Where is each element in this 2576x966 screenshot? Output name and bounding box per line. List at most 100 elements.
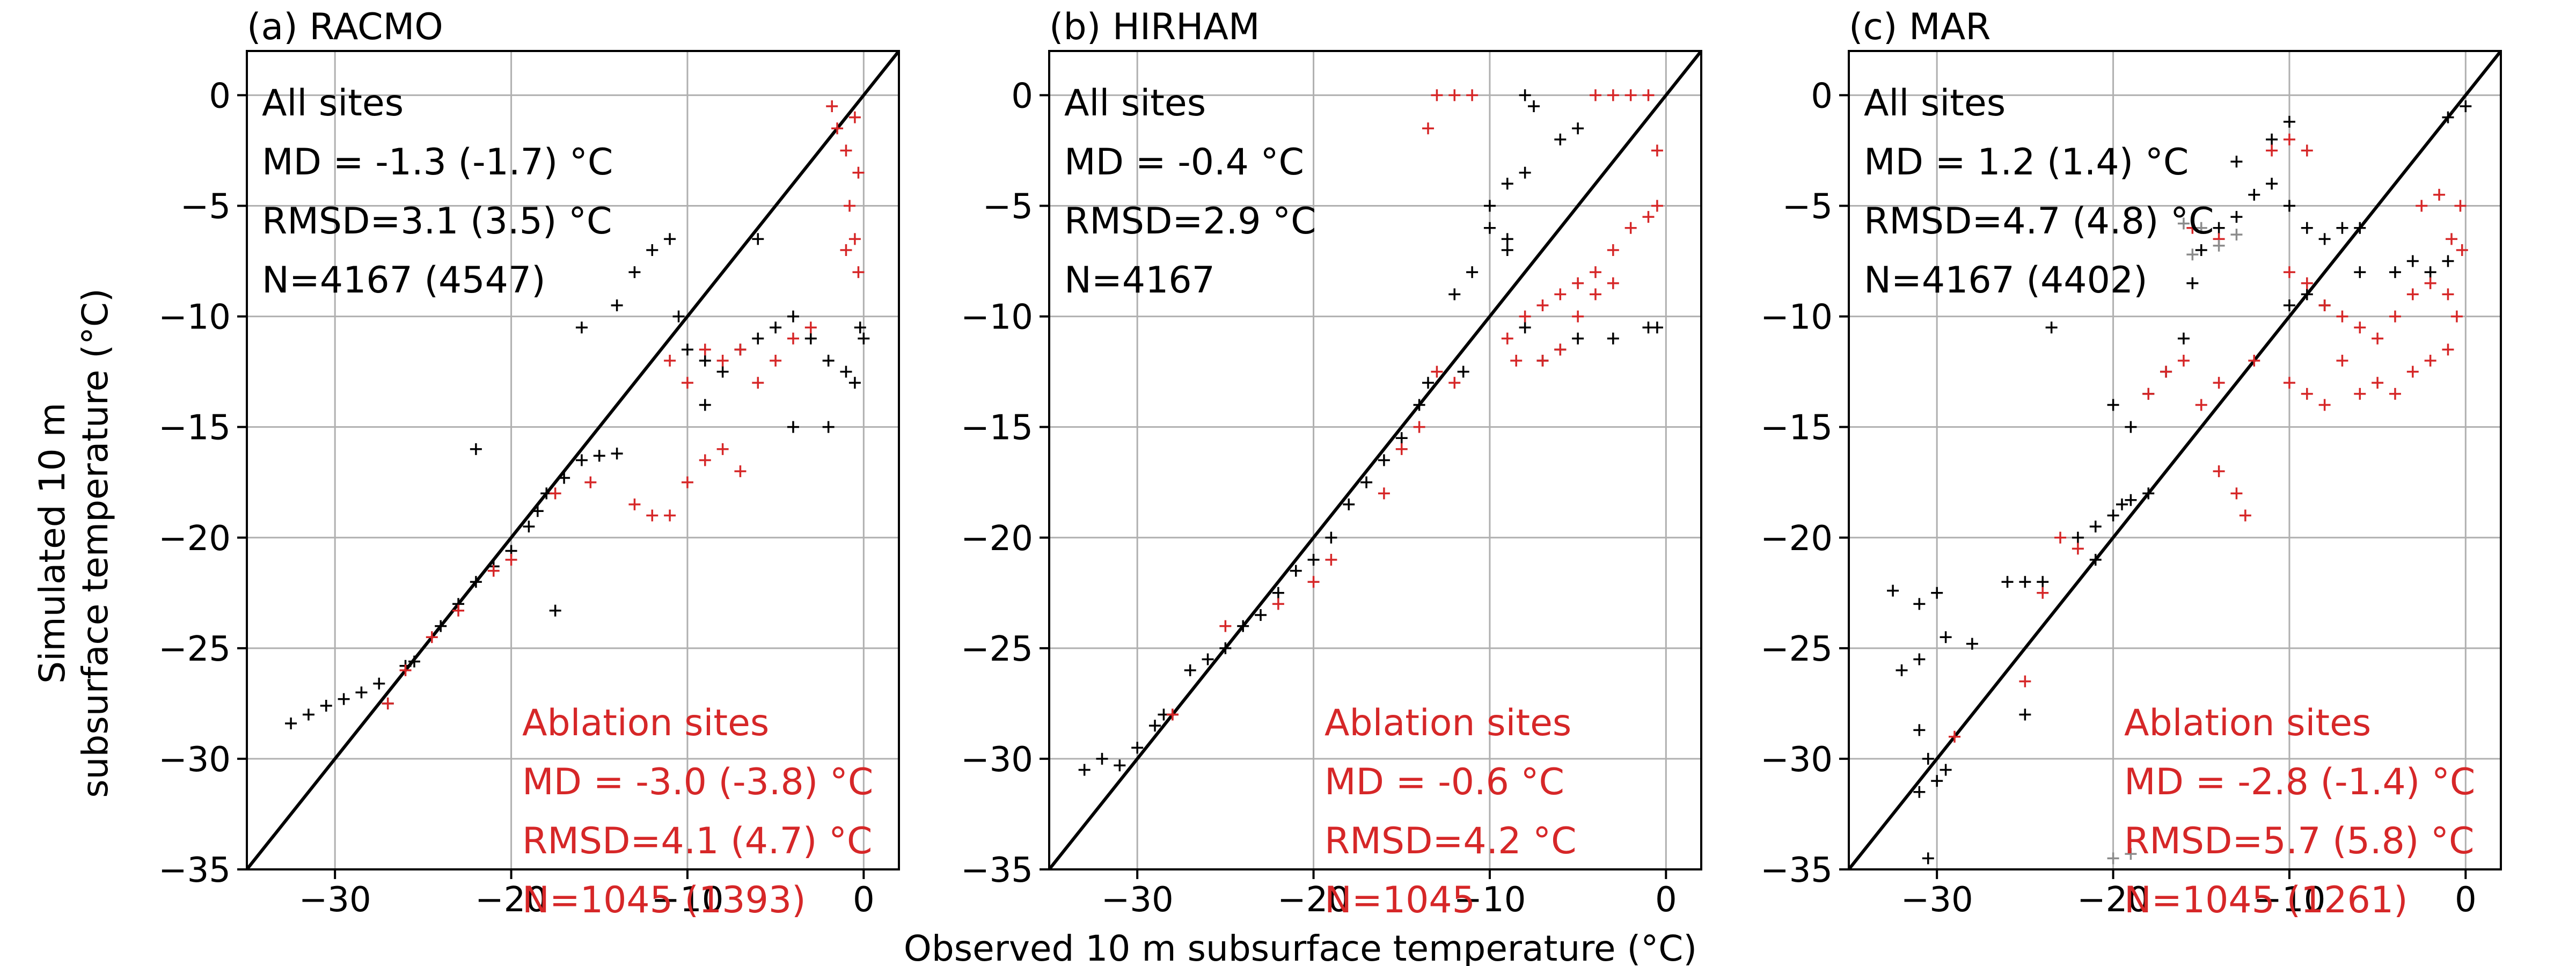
data-point bbox=[1378, 487, 1390, 500]
data-point bbox=[1431, 89, 1443, 101]
all-sites-stat: N=4167 (4547) bbox=[262, 259, 546, 302]
data-point bbox=[2354, 266, 2366, 279]
data-point bbox=[664, 233, 676, 245]
data-point bbox=[2283, 299, 2295, 311]
data-point bbox=[1219, 642, 1232, 654]
data-point bbox=[2283, 266, 2295, 279]
data-point bbox=[549, 604, 561, 617]
data-point bbox=[734, 465, 747, 478]
data-point bbox=[2283, 133, 2295, 145]
data-point bbox=[2089, 553, 2102, 566]
data-point bbox=[2416, 200, 2428, 212]
data-point bbox=[2213, 465, 2225, 478]
data-point bbox=[2186, 248, 2199, 261]
y-tick-label: −35 bbox=[1760, 851, 1833, 890]
data-point bbox=[1096, 752, 1108, 765]
x-tick-label: 0 bbox=[2455, 880, 2477, 920]
data-point bbox=[2116, 498, 2128, 510]
data-point bbox=[2301, 222, 2313, 234]
data-point bbox=[1536, 299, 1549, 311]
data-point bbox=[1307, 553, 1320, 566]
data-point bbox=[840, 365, 852, 378]
one-to-one-line bbox=[247, 51, 899, 869]
data-point bbox=[787, 421, 799, 433]
data-point bbox=[1913, 786, 1926, 798]
x-tick-label: −30 bbox=[1101, 880, 1174, 920]
data-point bbox=[338, 693, 350, 705]
data-point bbox=[752, 233, 764, 245]
data-point bbox=[787, 310, 799, 323]
data-point bbox=[2424, 355, 2436, 367]
data-point bbox=[770, 321, 782, 334]
data-point bbox=[2354, 321, 2366, 334]
data-point bbox=[611, 299, 623, 311]
data-point bbox=[2213, 377, 2225, 389]
data-point bbox=[382, 697, 394, 709]
panel-3: −30 −20 −10 0 0 −5 −10 −15 −20 −25 −30 −35 (c) MAR Al… bbox=[1760, 6, 2502, 921]
x-tick-label: −20 bbox=[475, 880, 547, 920]
ablation-stat: N=1045 (1393) bbox=[522, 879, 806, 921]
data-point bbox=[646, 509, 658, 522]
data-point bbox=[1501, 244, 1513, 256]
data-point bbox=[1554, 343, 1567, 356]
grid bbox=[1849, 51, 2501, 870]
data-point bbox=[2336, 222, 2348, 234]
data-point bbox=[699, 355, 711, 367]
data-point bbox=[408, 655, 420, 668]
data-point bbox=[2125, 494, 2137, 506]
data-point bbox=[2045, 321, 2058, 334]
data-point bbox=[822, 355, 835, 367]
data-point bbox=[646, 244, 658, 256]
data-point bbox=[2195, 222, 2207, 234]
data-point bbox=[831, 122, 844, 135]
data-point bbox=[285, 717, 297, 729]
data-point bbox=[1931, 587, 1943, 599]
y-tick-label: −15 bbox=[961, 408, 1033, 448]
data-point bbox=[2460, 100, 2472, 113]
data-point bbox=[1448, 377, 1461, 389]
data-point bbox=[1290, 565, 1302, 577]
one-to-one-line bbox=[1049, 51, 1701, 869]
data-point bbox=[1078, 764, 1091, 776]
data-point bbox=[699, 454, 711, 466]
data-point bbox=[2177, 355, 2190, 367]
data-point bbox=[2230, 229, 2243, 241]
data-point bbox=[2037, 576, 2049, 588]
data-point bbox=[2389, 310, 2401, 323]
data-point bbox=[2266, 133, 2278, 145]
ablation-stat: RMSD=4.1 (4.7) °C bbox=[522, 820, 872, 862]
data-point bbox=[2442, 111, 2454, 123]
x-tick-label: −20 bbox=[1277, 880, 1350, 920]
data-point bbox=[1378, 454, 1390, 466]
data-point bbox=[1272, 587, 1284, 599]
panel-1: −30 −20 −10 0 0 −5 −10 −15 −20 −25 −30 −35 (a) RACMO… bbox=[158, 6, 900, 921]
data-point bbox=[2454, 200, 2467, 212]
data-point bbox=[1448, 89, 1461, 101]
data-point bbox=[1624, 222, 1637, 234]
data-point bbox=[1536, 355, 1549, 367]
y-tick-label: −20 bbox=[1760, 519, 1833, 559]
data-point bbox=[1966, 638, 1978, 650]
plot-frame bbox=[1848, 50, 2502, 870]
data-point bbox=[681, 343, 693, 356]
ablation-stat: N=1045 bbox=[1324, 879, 1475, 921]
data-point bbox=[1501, 332, 1513, 345]
data-point bbox=[1642, 211, 1655, 223]
data-point bbox=[2389, 387, 2401, 400]
data-point bbox=[2372, 332, 2384, 345]
data-point bbox=[2213, 222, 2225, 234]
data-point bbox=[2248, 188, 2260, 201]
data-point bbox=[1431, 365, 1443, 378]
data-point bbox=[1607, 244, 1619, 256]
data-point bbox=[1913, 598, 1926, 610]
panels: −30 −20 −10 0 0 −5 −10 −15 −20 −25 −30 −35 (a) RACMO… bbox=[158, 6, 2502, 921]
plot-frame bbox=[1048, 50, 1702, 870]
all-sites-stat: RMSD=2.9 °C bbox=[1064, 200, 1316, 243]
data-point bbox=[1642, 89, 1655, 101]
data-point bbox=[2248, 355, 2260, 367]
x-tick-label: 0 bbox=[1655, 880, 1677, 920]
all-sites-stat: MD = 1.2 (1.4) °C bbox=[1864, 141, 2189, 184]
markers bbox=[1078, 89, 1663, 776]
y-tick-label: −35 bbox=[961, 851, 1033, 890]
data-point bbox=[373, 677, 385, 690]
